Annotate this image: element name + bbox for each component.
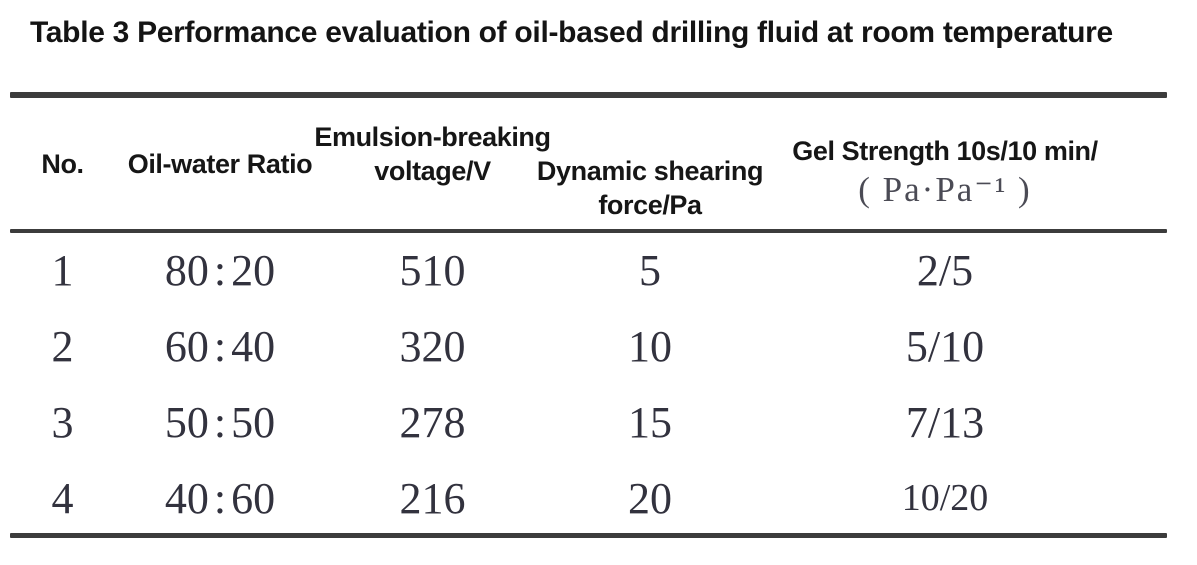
cell-gel-2: 5/10	[905, 321, 985, 371]
header-oil-water-ratio-label: Oil-water Ratio	[127, 149, 313, 179]
cell-no-1: 1	[51, 245, 74, 295]
header-voltage-line1: Emulsion-breaking	[314, 122, 551, 152]
cell-no-4: 4	[51, 473, 74, 523]
header-no: No.	[10, 147, 115, 181]
cell-voltage-2: 320	[399, 321, 466, 371]
cell-gel-1: 2/5	[916, 245, 974, 295]
table-body: 1 80 : 20 510 5 2/5 2 60 : 40 320 10 5/1…	[10, 232, 1140, 536]
cell-voltage-1: 510	[399, 245, 466, 295]
cell-no-2: 2	[51, 321, 74, 371]
cell-ratio-3: 50 : 50	[164, 397, 276, 447]
cell-ratio-2: 60 : 40	[164, 321, 276, 371]
header-dynamic-shearing-force: Dynamic shearing force/Pa	[536, 154, 764, 222]
header-gel-line1: Gel Strength 10s/10 min/	[792, 136, 1098, 166]
cell-gel-3: 7/13	[905, 397, 985, 447]
cell-voltage-3: 278	[399, 397, 466, 447]
header-shear-line1: Dynamic shearing	[536, 156, 764, 186]
cell-no-3: 3	[51, 397, 74, 447]
header-emulsion-breaking-voltage: Emulsion-breaking voltage/V	[314, 120, 551, 188]
cell-ratio-1: 80 : 20	[164, 245, 276, 295]
header-shear-line2: force/Pa	[598, 190, 702, 220]
header-gel-strength: Gel Strength 10s/10 min/ ( Pa·Pa⁻¹ )	[760, 134, 1130, 210]
cell-shear-3: 15	[628, 397, 672, 447]
table-top-rule	[10, 92, 1167, 98]
table-header-row: No. Oil-water Ratio Emulsion-breaking vo…	[10, 98, 1140, 230]
table-bottom-rule	[10, 533, 1167, 538]
header-oil-water-ratio: Oil-water Ratio	[115, 147, 325, 181]
cell-shear-2: 10	[628, 321, 672, 371]
table-caption: Table 3 Performance evaluation of oil-ba…	[30, 16, 1113, 49]
header-gel-unit: ( Pa·Pa⁻¹ )	[858, 170, 1032, 209]
cell-gel-4: 10/20	[901, 477, 989, 519]
cell-shear-4: 20	[628, 473, 672, 523]
cell-voltage-4: 216	[399, 473, 466, 523]
header-no-label: No.	[41, 149, 84, 179]
cell-shear-1: 5	[639, 245, 661, 295]
table-header-rule	[10, 229, 1167, 233]
cell-ratio-4: 40 : 60	[164, 473, 276, 523]
header-voltage-line2: voltage/V	[374, 156, 491, 186]
